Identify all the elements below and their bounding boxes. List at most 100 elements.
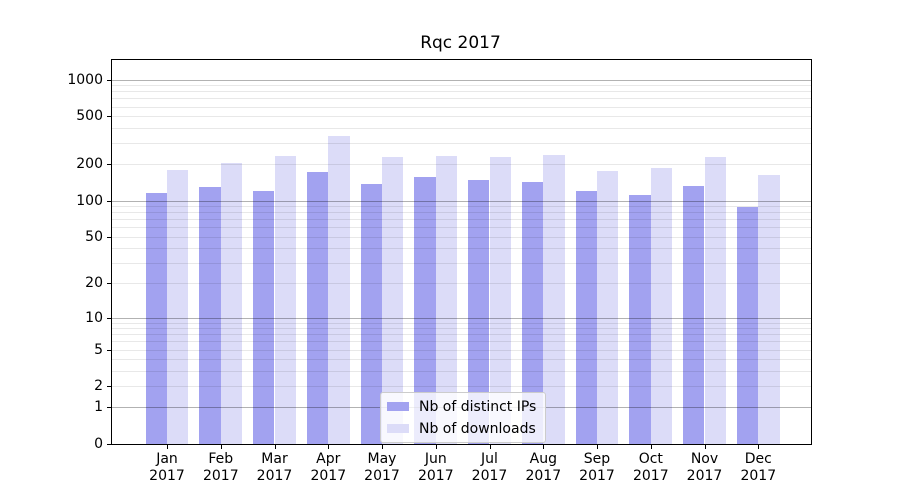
minor-gridline-200	[112, 164, 811, 166]
legend-item-distinct-ips: Nb of distinct IPs	[387, 398, 536, 415]
bar-mar-downloads	[274, 156, 296, 444]
y-tick-label-10: 10	[85, 309, 103, 326]
minor-gridline-40	[112, 248, 811, 250]
y-tick-label-1000: 1000	[67, 71, 103, 88]
x-tick-label-aug: Aug 2017	[525, 451, 562, 484]
legend-label-downloads: Nb of downloads	[419, 420, 536, 437]
major-gridline-100	[112, 200, 811, 202]
x-tick-mark-sep	[597, 445, 598, 449]
y-tick-mark-1000	[107, 79, 111, 81]
minor-gridline-6	[112, 341, 811, 343]
y-tick-label-1: 1	[94, 399, 103, 416]
y-tick-label-50: 50	[85, 228, 103, 245]
bar-dec-downloads	[758, 175, 780, 444]
x-tick-label-jun: Jun 2017	[417, 451, 454, 484]
bar-apr-distinct-ips	[306, 171, 329, 444]
minor-gridline-70	[112, 219, 811, 221]
minor-gridline-900	[112, 85, 811, 87]
x-tick-label-nov: Nov 2017	[686, 451, 723, 484]
x-tick-label-dec: Dec 2017	[740, 451, 777, 484]
x-tick-mark-dec	[758, 445, 760, 449]
x-tick-mark-aug	[543, 445, 545, 449]
y-tick-mark-5	[107, 349, 111, 351]
x-tick-mark-apr	[328, 445, 330, 449]
legend-swatch-downloads	[387, 424, 409, 433]
bar-dec-distinct-ips	[736, 206, 759, 444]
bar-may-distinct-ips	[360, 184, 382, 444]
minor-gridline-60	[112, 227, 811, 229]
x-tick-label-jan: Jan 2017	[149, 451, 185, 484]
minor-gridline-300	[112, 143, 811, 144]
bar-mar-distinct-ips	[253, 190, 275, 444]
minor-gridline-90	[112, 206, 811, 208]
y-tick-label-0: 0	[94, 436, 103, 452]
bar-sep-distinct-ips	[575, 191, 597, 444]
x-tick-label-apr: Apr 2017	[310, 451, 347, 484]
bar-aug-downloads	[543, 154, 565, 444]
major-gridline-10	[112, 317, 811, 319]
x-tick-mark-feb	[220, 445, 222, 449]
bar-jun-downloads	[435, 156, 458, 444]
minor-gridline-4	[112, 359, 811, 361]
y-tick-label-2: 2	[94, 378, 103, 395]
x-tick-label-mar: Mar 2017	[256, 451, 293, 484]
legend-label-distinct-ips: Nb of distinct IPs	[419, 398, 537, 415]
legend-swatch-distinct-ips	[387, 402, 409, 411]
x-tick-mark-nov	[704, 445, 706, 449]
x-tick-label-oct: Oct 2017	[632, 451, 669, 484]
minor-gridline-50	[112, 236, 811, 238]
bar-jul-downloads	[489, 157, 511, 444]
x-tick-mark-jul	[489, 445, 491, 449]
y-tick-mark-100	[107, 200, 111, 202]
bar-jan-distinct-ips	[145, 193, 167, 444]
bar-oct-distinct-ips	[629, 195, 651, 444]
minor-gridline-2	[112, 386, 811, 388]
minor-gridline-800	[112, 91, 811, 93]
minor-gridline-9	[112, 322, 811, 324]
major-gridline-1000	[112, 79, 811, 81]
y-tick-mark-20	[107, 283, 111, 285]
bar-jul-distinct-ips	[468, 180, 490, 444]
bar-nov-downloads	[704, 156, 726, 444]
bar-may-downloads	[382, 157, 404, 444]
bar-oct-downloads	[650, 168, 673, 444]
minor-gridline-5	[112, 349, 811, 351]
minor-gridline-8	[112, 328, 811, 330]
y-tick-mark-1	[107, 407, 111, 409]
plot-area	[111, 59, 812, 445]
y-tick-mark-10	[107, 317, 111, 319]
x-tick-mark-jan	[167, 445, 168, 449]
x-tick-mark-oct	[650, 445, 652, 449]
x-tick-label-may: May 2017	[364, 451, 400, 484]
y-tick-mark-50	[107, 236, 111, 238]
y-tick-mark-200	[107, 164, 111, 166]
x-tick-label-jul: Jul 2017	[471, 451, 508, 484]
bar-sep-downloads	[597, 171, 619, 444]
bar-nov-distinct-ips	[683, 185, 705, 444]
y-tick-label-500: 500	[76, 108, 103, 125]
y-tick-mark-2	[107, 386, 111, 388]
bar-feb-downloads	[220, 162, 243, 444]
legend: Nb of distinct IPs Nb of downloads	[380, 392, 547, 443]
y-tick-mark-500	[107, 116, 111, 118]
x-tick-mark-jun	[435, 445, 437, 449]
minor-gridline-80	[112, 212, 811, 214]
y-tick-label-100: 100	[76, 192, 103, 209]
y-tick-label-5: 5	[94, 341, 103, 358]
chart-title: Rqc 2017	[420, 33, 501, 53]
minor-gridline-20	[112, 283, 811, 285]
bar-jan-downloads	[167, 169, 189, 444]
bar-jun-distinct-ips	[414, 176, 436, 444]
minor-gridline-500	[112, 116, 811, 118]
y-tick-mark-0	[107, 444, 111, 445]
y-tick-label-200: 200	[76, 156, 103, 173]
y-tick-label-20: 20	[85, 275, 103, 292]
legend-item-downloads: Nb of downloads	[387, 420, 536, 437]
minor-gridline-3	[112, 370, 811, 372]
bar-apr-downloads	[328, 135, 350, 444]
bar-feb-distinct-ips	[199, 186, 221, 444]
x-tick-label-sep: Sep 2017	[579, 451, 615, 484]
minor-gridline-7	[112, 334, 811, 336]
x-tick-mark-mar	[274, 445, 276, 449]
